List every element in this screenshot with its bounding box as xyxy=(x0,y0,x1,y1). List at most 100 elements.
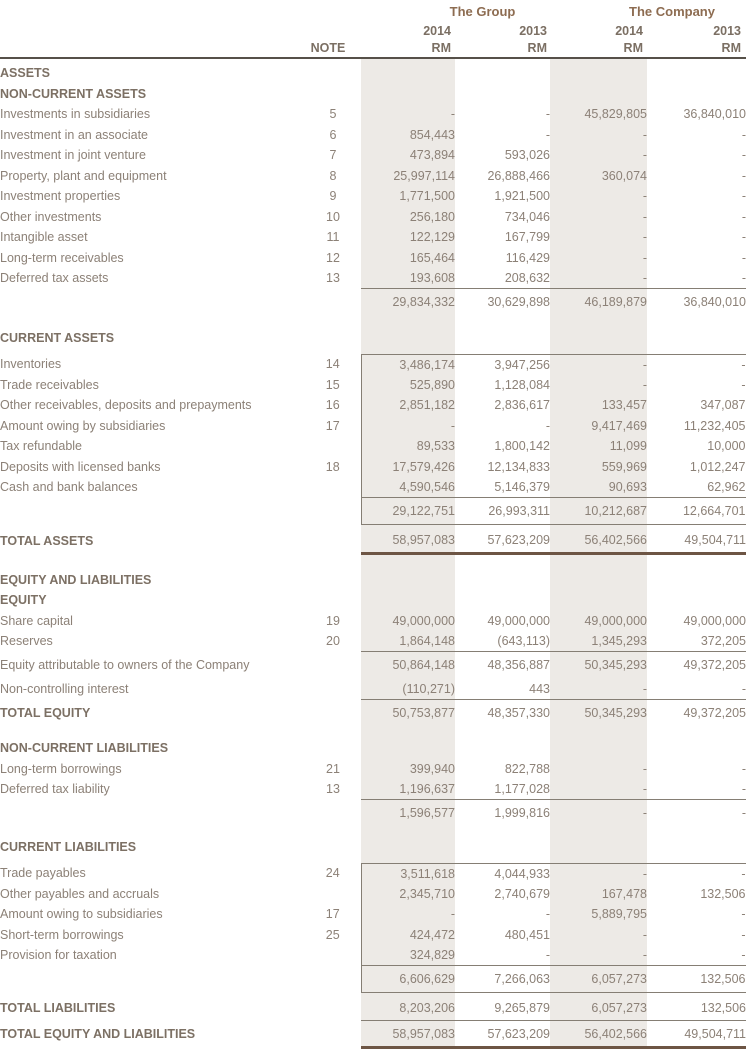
company-2013-value: 36,840,010 xyxy=(683,107,746,122)
company-2014-value: 6,057,273 xyxy=(550,965,647,993)
group-2014-value xyxy=(361,327,455,348)
group-2014-value: 122,129 xyxy=(361,227,455,248)
group-2013-value xyxy=(455,837,550,858)
company-2014-value: - xyxy=(550,374,647,395)
group-2014-value xyxy=(361,524,455,529)
group-2014-value: 17,579,426 xyxy=(360,456,455,477)
group-2014-value: 1,771,500 xyxy=(361,186,455,207)
row-label: Trade receivables xyxy=(0,377,99,392)
spacer-row xyxy=(0,553,746,570)
note-cell: 6 xyxy=(329,127,337,142)
group-2014-value: 193,608 xyxy=(361,268,455,289)
company-2014-value: 45,829,805 xyxy=(550,104,647,125)
row-label: Provision for taxation xyxy=(0,948,117,963)
note-cell xyxy=(305,996,361,1021)
table-row: Deferred tax assets 13 193,608 208,632- - xyxy=(0,268,746,289)
table-row: EQUITY xyxy=(0,590,746,611)
financial-position-table: ASSETS NON-CURRENT ASSETS Investments in s… xyxy=(0,59,746,1049)
group-2014-value xyxy=(361,836,455,857)
spacer-row xyxy=(0,992,746,996)
table-header: The Group The Company 2014 2013 2014 201… xyxy=(0,0,746,59)
group-2014-value: 4,590,546 xyxy=(360,477,455,498)
note-cell: 8 xyxy=(329,168,337,183)
company-2014-value: - xyxy=(550,945,647,966)
group-2013-value xyxy=(455,726,550,738)
table-row: Investment in joint venture 7 473,894 593,0… xyxy=(0,145,746,166)
group-2013-value xyxy=(455,84,550,105)
company-2014-value: - xyxy=(550,779,647,800)
row-label: Equity attributable to owners of the Com… xyxy=(0,658,250,672)
spacer-row xyxy=(0,524,746,529)
table-row: Other investments 10 256,180 734,046- - xyxy=(0,206,746,227)
company-2013-value: - xyxy=(741,681,746,696)
note-column-header: NOTE xyxy=(310,41,346,55)
table-row: Equity attributable to owners of the Com… xyxy=(0,651,746,679)
company-2014-value: - xyxy=(550,924,647,945)
company-2013-value: - xyxy=(741,189,746,204)
note-cell: 11 xyxy=(326,230,340,245)
row-label: Amount owing by subsidiaries xyxy=(0,418,166,433)
table-row: Provision for taxation 324,829- - - xyxy=(0,945,746,966)
group-2014-value: 324,829 xyxy=(360,945,455,966)
table-row: Deferred tax liability 13 1,196,637 1,177,0… xyxy=(0,779,746,800)
row-label: Short-term borrowings xyxy=(0,927,124,942)
company-2014-value: - xyxy=(550,186,647,207)
company-2013-value xyxy=(647,84,746,105)
year-header-company-2013: 2013 xyxy=(713,24,741,38)
note-cell xyxy=(305,945,361,966)
group-2013-value: - xyxy=(545,107,550,122)
group-2014-value: 58,957,083 xyxy=(361,528,455,555)
row-label: Cash and bank balances xyxy=(0,480,138,495)
company-2013-value xyxy=(647,726,746,738)
row-label: TOTAL ASSETS xyxy=(0,534,94,548)
group-2013-value: 48,357,330 xyxy=(455,698,550,726)
row-label: Inventories xyxy=(0,357,62,372)
group-2014-value: (110,271) xyxy=(361,678,455,699)
group-2014-value xyxy=(361,857,455,863)
table-row: Tax refundable 89,533 1,800,142 11,099 10,00… xyxy=(0,436,746,457)
company-2014-value: 167,478 xyxy=(550,883,647,904)
group-2014-value: 49,000,000 xyxy=(361,610,455,631)
company-2014-value: - xyxy=(550,227,647,248)
table-row: TOTAL ASSETS 58,957,083 57,623,209 56,402,5… xyxy=(0,528,746,555)
group-2014-value: 8,203,206 xyxy=(361,995,455,1021)
company-2013-value: 36,840,010 xyxy=(647,288,746,316)
note-cell xyxy=(305,699,361,726)
note-cell: 15 xyxy=(325,377,340,392)
table-row: Intangible asset 11 122,129 167,799- - xyxy=(0,227,746,248)
row-label: Reserves xyxy=(0,634,53,649)
row-label xyxy=(0,316,305,328)
note-cell xyxy=(305,800,361,827)
group-2013-value: - xyxy=(545,127,550,142)
company-2013-value xyxy=(647,837,746,858)
company-2014-value xyxy=(550,738,647,759)
group-2014-value: 3,511,618 xyxy=(360,862,455,884)
group-2013-value: 443 xyxy=(529,681,550,696)
group-2014-value: 29,122,751 xyxy=(360,497,455,525)
group-2013-value: 9,265,879 xyxy=(494,1000,550,1015)
note-cell: 7 xyxy=(329,148,337,163)
group-2013-value: 2,836,617 xyxy=(494,398,550,413)
note-cell: 10 xyxy=(326,209,340,224)
balance-sheet-body: ASSETS NON-CURRENT ASSETS Investments in s… xyxy=(0,59,746,1049)
company-2014-value: 559,969 xyxy=(550,456,647,477)
row-label: Tax refundable xyxy=(0,439,83,454)
row-label: Trade payables xyxy=(0,866,86,881)
note-cell xyxy=(305,570,361,591)
group-2014-value: 1,596,577 xyxy=(361,799,455,827)
row-label: Share capital xyxy=(0,613,73,628)
table-row: Investment in an associate 6 854,443- - - xyxy=(0,124,746,145)
company-2013-value: 372,205 xyxy=(700,634,746,648)
company-2014-value: 6,057,273 xyxy=(550,995,647,1021)
table-row: CURRENT LIABILITIES xyxy=(0,836,746,858)
company-2014-value xyxy=(550,569,647,590)
note-cell: 13 xyxy=(326,782,340,797)
company-2014-value xyxy=(550,59,647,63)
group-2013-value xyxy=(455,570,550,591)
table-row: Short-term borrowings 25 424,472 480,451- - xyxy=(0,924,746,945)
row-label: Property, plant and equipment xyxy=(0,168,167,183)
group-2014-value xyxy=(361,59,455,63)
company-2014-value: - xyxy=(550,145,647,166)
company-2013-value xyxy=(647,328,746,349)
